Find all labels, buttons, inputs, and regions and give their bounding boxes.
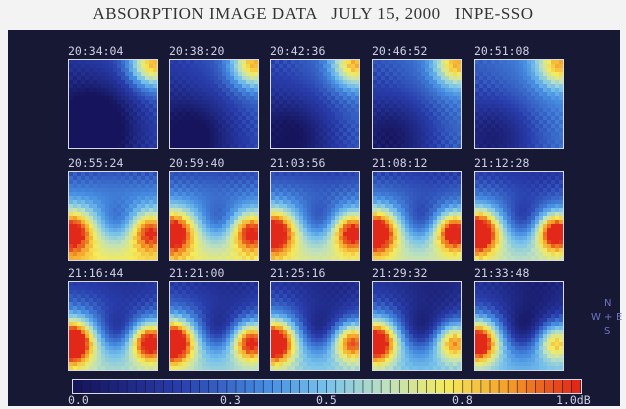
- image-timestamp: 21:25:16: [270, 266, 325, 280]
- image-timestamp: 21:12:28: [474, 156, 529, 170]
- image-timestamp: 21:29:32: [372, 266, 427, 280]
- image-timestamp: 20:34:04: [68, 44, 123, 58]
- absorption-heatmap: [270, 281, 360, 371]
- image-panel: 20:34:04 20:38:20 20:42:36 20:46:52 20:51:08…: [8, 30, 620, 406]
- compass-rose: N W + E S: [591, 298, 625, 358]
- image-timestamp: 20:42:36: [270, 44, 325, 58]
- absorption-heatmap: [270, 171, 360, 261]
- image-timestamp: 20:38:20: [169, 44, 224, 58]
- compass-south: S: [604, 326, 610, 337]
- compass-east: E: [616, 312, 622, 323]
- colorbar: [72, 379, 582, 394]
- image-timestamp: 21:33:48: [474, 266, 529, 280]
- absorption-heatmap: [270, 59, 360, 149]
- compass-west: W: [591, 312, 601, 323]
- absorption-heatmap: [68, 59, 158, 149]
- image-timestamp: 21:08:12: [372, 156, 427, 170]
- image-timestamp: 20:46:52: [372, 44, 427, 58]
- image-timestamp: 20:51:08: [474, 44, 529, 58]
- colorbar-tick-label: 0.0: [68, 393, 89, 407]
- absorption-heatmap: [474, 59, 564, 149]
- compass-center: +: [604, 312, 612, 323]
- absorption-heatmap: [169, 171, 259, 261]
- image-timestamp: 21:16:44: [68, 266, 123, 280]
- absorption-heatmap: [474, 171, 564, 261]
- image-timestamp: 20:59:40: [169, 156, 224, 170]
- colorbar-tick-label: 0.3: [220, 393, 241, 407]
- absorption-heatmap: [372, 281, 462, 371]
- colorbar-tick-label: 0.8: [452, 393, 473, 407]
- absorption-heatmap: [372, 171, 462, 261]
- colorbar-ticks: 0.0 0.3 0.5 0.8 1.0dB: [68, 393, 596, 409]
- absorption-heatmap: [68, 171, 158, 261]
- image-timestamp: 20:55:24: [68, 156, 123, 170]
- page-title: ABSORPTION IMAGE DATA JULY 15, 2000 INPE…: [0, 4, 626, 24]
- absorption-heatmap: [474, 281, 564, 371]
- image-timestamp: 21:03:56: [270, 156, 325, 170]
- absorption-heatmap: [68, 281, 158, 371]
- image-timestamp: 21:21:00: [169, 266, 224, 280]
- absorption-heatmap: [169, 59, 259, 149]
- absorption-heatmap: [372, 59, 462, 149]
- absorption-heatmap: [169, 281, 259, 371]
- colorbar-tick-label: 1.0dB: [556, 393, 591, 407]
- compass-north: N: [604, 298, 611, 309]
- colorbar-tick-label: 0.5: [316, 393, 337, 407]
